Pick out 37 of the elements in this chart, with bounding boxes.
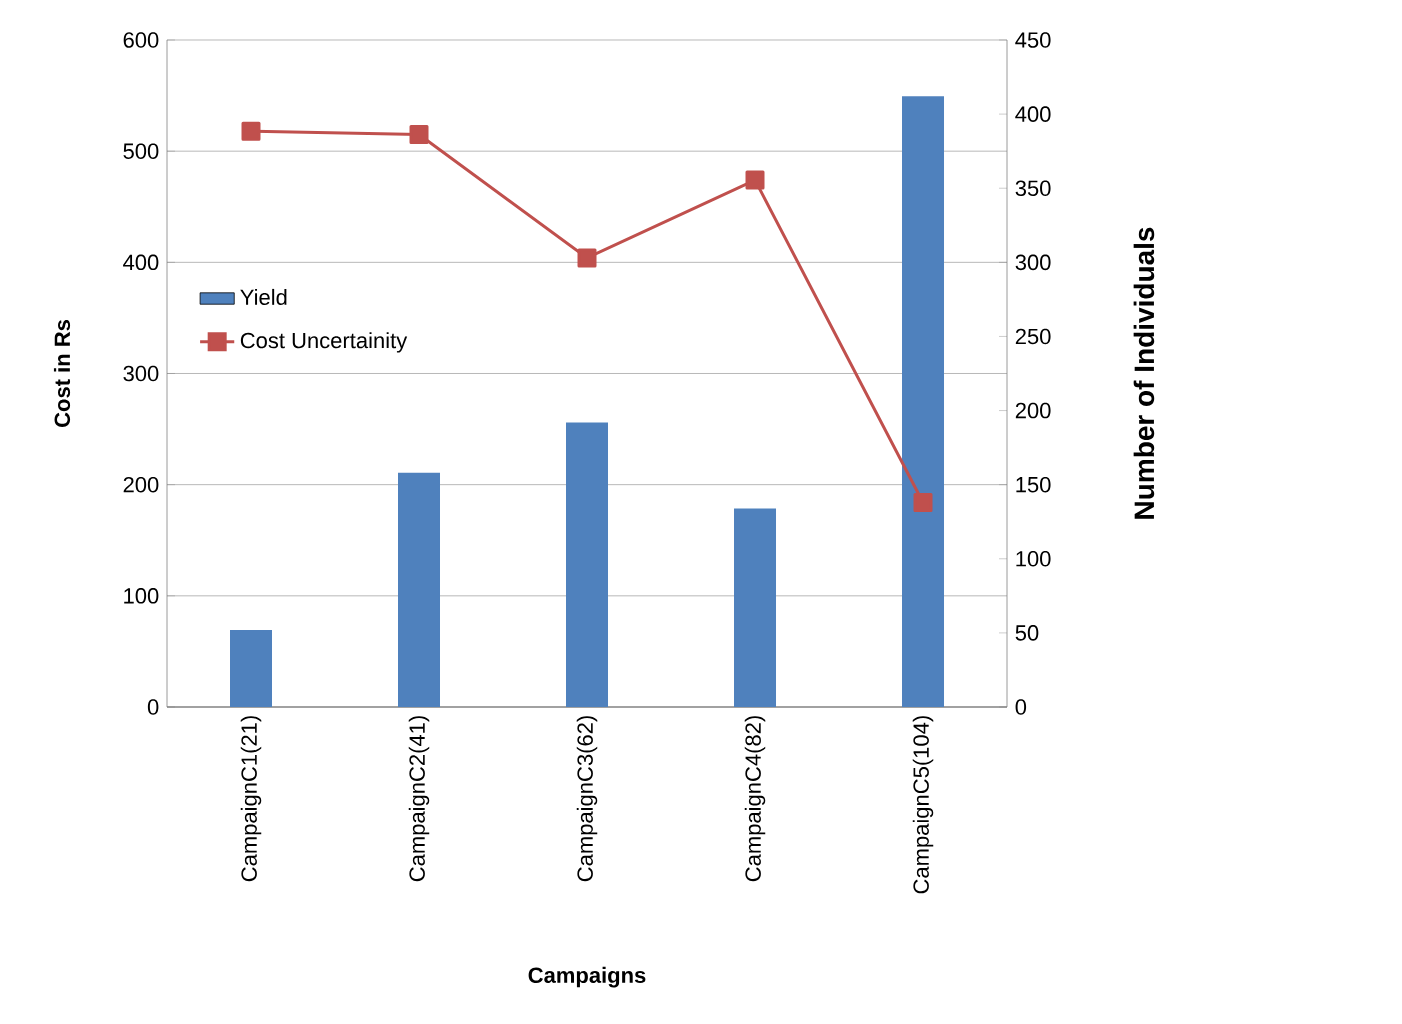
y-tick-label: 300 [123,365,159,382]
y2-tick-label: 150 [1016,476,1051,493]
x-tick-label: CampaignC5(104) [912,716,934,894]
bar [398,472,441,707]
bar [230,629,272,707]
y-tick-label: 400 [123,254,159,271]
y2-tick-label: 0 [1015,699,1027,715]
y-axis-title: Cost in Rs [53,320,71,427]
y-tick-label: 0 [147,699,159,715]
point [745,170,765,190]
x-tick-label: CampaignC3(62) [576,716,598,882]
y2-tick-label: 300 [1015,254,1051,271]
point [409,124,429,144]
y-tick-label: 100 [124,588,159,604]
point [577,248,597,268]
y2-tick-label: 100 [1016,551,1051,567]
y-tick-label: 500 [123,143,159,159]
y2-tick-label: 200 [1015,402,1051,419]
x-tick-label: CampaignC2(41) [408,716,430,882]
bar [734,508,777,707]
point [913,492,933,512]
x-tick-label: CampaignC4(82) [744,716,766,882]
legend-label: Yield [240,288,287,306]
y2-tick-label: 450 [1015,32,1051,48]
y2-axis-title: Number of Individuals [1133,227,1155,519]
y2-tick-label: 250 [1015,328,1051,345]
legend-label: Cost Uncertainity [240,332,408,353]
bar [902,96,945,707]
y-tick-label: 600 [123,32,159,48]
x-axis-title: Campaigns [528,966,646,988]
point [241,121,261,141]
y2-tick-label: 400 [1015,106,1051,122]
y2-tick-label: 350 [1015,180,1051,197]
y-tick-label: 200 [123,476,159,493]
y2-tick-label: 50 [1015,625,1039,641]
bar [566,422,609,707]
x-tick-label: CampaignC1(21) [240,716,262,882]
